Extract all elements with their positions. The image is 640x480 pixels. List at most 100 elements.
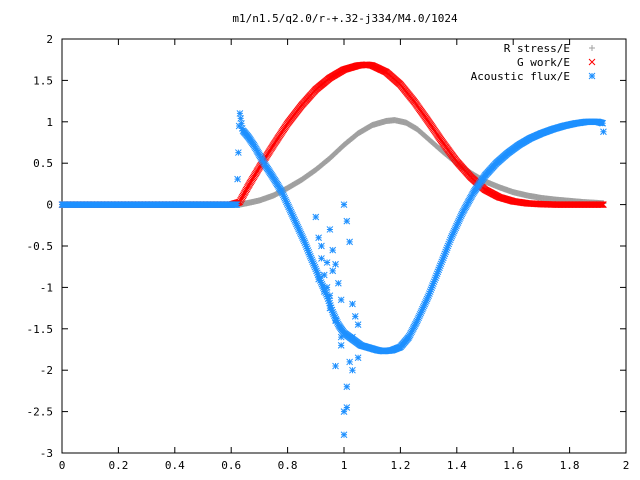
data-point: [436, 262, 444, 270]
data-point: [421, 300, 429, 308]
data-point: [326, 292, 334, 300]
data-point: [292, 218, 299, 226]
data-point: [331, 313, 339, 321]
data-point: [325, 297, 333, 305]
data-point: [329, 267, 337, 275]
data-point: [599, 119, 607, 127]
x-tick-label: 1: [341, 459, 348, 472]
data-point: [296, 229, 304, 236]
data-point: [456, 215, 463, 223]
data-point: [280, 193, 288, 201]
data-point: [446, 236, 454, 244]
data-point: [294, 223, 302, 231]
data-point: [295, 225, 303, 233]
data-point: [598, 201, 606, 208]
data-point: [303, 245, 311, 252]
data-point: [340, 408, 348, 415]
data-point: [349, 366, 356, 374]
data-point: [237, 115, 245, 122]
data-point: [450, 227, 458, 235]
data-point: [441, 250, 449, 258]
data-point: [318, 255, 325, 262]
data-point: [332, 317, 339, 324]
y-tick-label: -3: [40, 447, 53, 460]
data-point: [323, 259, 331, 266]
data-point: [433, 272, 440, 280]
data-point: [307, 254, 315, 262]
data-point: [279, 191, 287, 199]
data-point: [414, 316, 422, 323]
data-point: [337, 333, 345, 341]
data-point: [313, 269, 321, 277]
data-point: [320, 288, 328, 295]
data-point: [293, 220, 300, 228]
data-point: [326, 226, 334, 233]
y-tick-label: -2.5: [27, 406, 54, 419]
data-point: [424, 293, 432, 301]
data-point: [409, 325, 417, 333]
data-point: [430, 278, 438, 286]
data-point: [314, 271, 322, 279]
series-x-group: [58, 61, 607, 208]
data-point: [418, 307, 426, 315]
data-point: [340, 431, 348, 439]
data-point: [410, 323, 418, 331]
data-point: [415, 312, 423, 320]
data-point: [337, 296, 345, 304]
data-point: [450, 229, 457, 237]
data-point: [296, 227, 303, 235]
data-point: [340, 201, 348, 208]
data-point: [453, 222, 460, 230]
data-point: [416, 310, 424, 318]
data-point: [330, 310, 337, 318]
data-point: [320, 284, 327, 292]
data-point: [458, 210, 466, 218]
data-point: [423, 295, 431, 303]
data-point: [286, 206, 294, 214]
x-tick-label: 2: [623, 459, 630, 472]
y-tick-label: 0: [46, 199, 53, 212]
data-point: [412, 319, 420, 326]
data-point: [349, 300, 356, 308]
y-tick-label: -0.5: [27, 240, 54, 253]
data-point: [315, 234, 322, 242]
data-point: [343, 383, 351, 391]
data-point: [279, 189, 286, 197]
data-point: [320, 271, 328, 279]
legend-marker: [588, 72, 596, 80]
series-*-group: [58, 110, 607, 439]
data-point: [303, 243, 310, 250]
y-tick-label: -2: [40, 364, 53, 377]
data-point: [439, 254, 447, 262]
data-point: [439, 256, 446, 264]
data-point: [427, 286, 435, 293]
data-point: [285, 203, 292, 211]
plot-area-border: [61, 38, 627, 454]
data-point: [435, 266, 443, 274]
data-point: [346, 358, 353, 366]
data-point: [326, 304, 334, 312]
series-layer: [58, 61, 607, 439]
data-point: [329, 308, 337, 316]
data-point: [300, 237, 308, 245]
data-point: [446, 238, 453, 246]
data-point: [238, 120, 245, 127]
data-point: [406, 331, 414, 339]
data-point: [419, 304, 427, 311]
data-point: [434, 268, 442, 276]
data-point: [429, 280, 437, 288]
data-point: [407, 329, 415, 337]
data-point: [452, 224, 460, 232]
data-point: [440, 252, 448, 260]
data-point: [438, 258, 446, 266]
data-point: [443, 246, 450, 254]
data-point: [411, 322, 419, 329]
data-point: [315, 275, 322, 283]
data-point: [349, 333, 356, 341]
y-tick-label: -1: [40, 281, 53, 294]
y-tick-label: 2: [46, 33, 53, 46]
data-point: [444, 242, 452, 250]
data-point: [308, 256, 316, 264]
